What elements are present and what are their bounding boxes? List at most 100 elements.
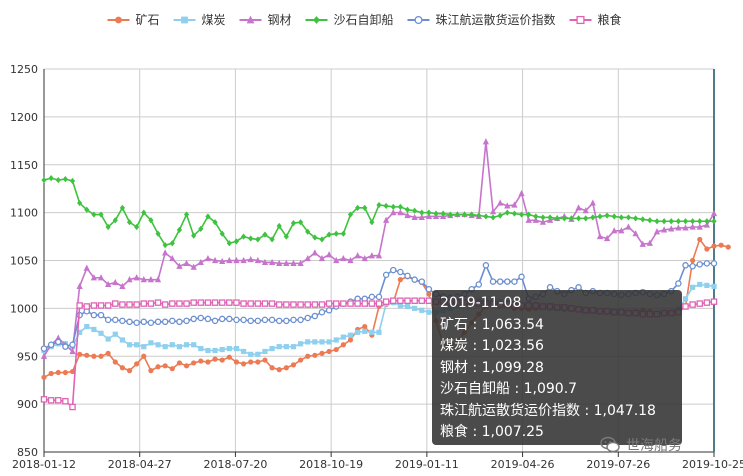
data-point[interactable] bbox=[276, 367, 282, 373]
data-point[interactable] bbox=[411, 297, 418, 304]
data-point[interactable] bbox=[275, 317, 283, 325]
data-point[interactable] bbox=[84, 323, 90, 330]
data-point[interactable] bbox=[318, 254, 326, 262]
data-point[interactable] bbox=[646, 239, 653, 246]
data-point[interactable] bbox=[419, 209, 425, 216]
data-point[interactable] bbox=[169, 342, 175, 348]
data-point[interactable] bbox=[682, 262, 689, 269]
data-point[interactable] bbox=[69, 341, 76, 349]
data-point[interactable] bbox=[205, 359, 211, 365]
data-point[interactable] bbox=[183, 317, 190, 325]
data-point[interactable] bbox=[69, 177, 76, 185]
data-point[interactable] bbox=[76, 282, 83, 289]
data-point[interactable] bbox=[47, 397, 55, 404]
data-point[interactable] bbox=[718, 242, 724, 248]
data-point[interactable] bbox=[219, 357, 225, 363]
data-point[interactable] bbox=[347, 300, 354, 307]
data-point[interactable] bbox=[276, 222, 282, 230]
data-point[interactable] bbox=[112, 316, 119, 324]
data-point[interactable] bbox=[532, 216, 539, 223]
data-point[interactable] bbox=[240, 361, 247, 367]
data-point[interactable] bbox=[411, 213, 418, 221]
data-point[interactable] bbox=[40, 396, 48, 403]
data-point[interactable] bbox=[326, 348, 332, 355]
data-point[interactable] bbox=[204, 315, 212, 323]
data-point[interactable] bbox=[204, 299, 212, 306]
data-point[interactable] bbox=[682, 218, 689, 225]
data-point[interactable] bbox=[84, 352, 90, 358]
data-point[interactable] bbox=[268, 316, 276, 324]
data-point[interactable] bbox=[447, 211, 453, 218]
data-point[interactable] bbox=[154, 299, 162, 306]
data-point[interactable] bbox=[696, 223, 703, 230]
data-point[interactable] bbox=[126, 219, 133, 226]
data-point[interactable] bbox=[647, 217, 653, 224]
data-point[interactable] bbox=[290, 362, 297, 368]
data-point[interactable] bbox=[240, 348, 247, 355]
data-point[interactable] bbox=[325, 307, 333, 314]
data-point[interactable] bbox=[119, 337, 126, 343]
data-point[interactable] bbox=[526, 211, 532, 218]
data-point[interactable] bbox=[518, 211, 525, 218]
data-point[interactable] bbox=[710, 260, 718, 267]
data-point[interactable] bbox=[639, 240, 646, 247]
data-point[interactable] bbox=[240, 233, 247, 240]
legend-label[interactable]: 钢材 bbox=[268, 13, 292, 27]
data-point[interactable] bbox=[483, 213, 489, 220]
data-point[interactable] bbox=[126, 342, 133, 348]
data-point[interactable] bbox=[589, 199, 596, 206]
data-point[interactable] bbox=[696, 300, 703, 307]
data-point[interactable] bbox=[361, 254, 368, 262]
data-point[interactable] bbox=[190, 315, 197, 323]
data-point[interactable] bbox=[703, 260, 711, 267]
data-point[interactable] bbox=[632, 215, 639, 222]
legend-item[interactable]: 粮食 bbox=[569, 12, 622, 27]
data-point[interactable] bbox=[212, 356, 218, 362]
data-point[interactable] bbox=[55, 397, 62, 404]
data-point[interactable] bbox=[119, 365, 126, 371]
data-point[interactable] bbox=[575, 204, 582, 211]
data-point[interactable] bbox=[254, 256, 261, 264]
data-point[interactable] bbox=[255, 236, 261, 243]
data-point[interactable] bbox=[390, 266, 397, 274]
data-point[interactable] bbox=[376, 201, 382, 209]
data-point[interactable] bbox=[454, 211, 461, 218]
data-point[interactable] bbox=[361, 300, 368, 307]
data-point[interactable] bbox=[340, 254, 347, 262]
data-point[interactable] bbox=[162, 249, 169, 256]
data-point[interactable] bbox=[347, 337, 354, 343]
data-point[interactable] bbox=[219, 346, 225, 353]
data-point[interactable] bbox=[84, 206, 90, 213]
data-point[interactable] bbox=[675, 224, 682, 231]
data-point[interactable] bbox=[689, 301, 696, 308]
data-point[interactable] bbox=[169, 366, 175, 372]
legend-marker[interactable] bbox=[313, 16, 320, 24]
data-point[interactable] bbox=[112, 359, 118, 365]
data-point[interactable] bbox=[126, 318, 133, 326]
data-point[interactable] bbox=[704, 246, 710, 252]
data-point[interactable] bbox=[369, 219, 375, 226]
data-point[interactable] bbox=[155, 342, 161, 348]
data-point[interactable] bbox=[169, 300, 176, 307]
data-point[interactable] bbox=[40, 352, 48, 359]
data-point[interactable] bbox=[546, 284, 554, 291]
data-point[interactable] bbox=[297, 219, 304, 226]
data-point[interactable] bbox=[496, 278, 504, 285]
data-point[interactable] bbox=[112, 331, 118, 337]
data-point[interactable] bbox=[176, 318, 183, 326]
data-point[interactable] bbox=[412, 207, 418, 214]
data-point[interactable] bbox=[48, 370, 54, 377]
data-point[interactable] bbox=[711, 218, 717, 225]
data-point[interactable] bbox=[283, 365, 289, 371]
data-point[interactable] bbox=[411, 276, 418, 283]
data-point[interactable] bbox=[575, 215, 582, 222]
data-point[interactable] bbox=[126, 301, 133, 308]
data-point[interactable] bbox=[397, 277, 403, 283]
data-point[interactable] bbox=[668, 218, 674, 225]
data-point[interactable] bbox=[105, 223, 111, 231]
data-point[interactable] bbox=[255, 359, 261, 365]
data-point[interactable] bbox=[704, 282, 710, 288]
data-point[interactable] bbox=[90, 274, 97, 281]
data-point[interactable] bbox=[90, 302, 98, 309]
data-point[interactable] bbox=[675, 280, 682, 287]
